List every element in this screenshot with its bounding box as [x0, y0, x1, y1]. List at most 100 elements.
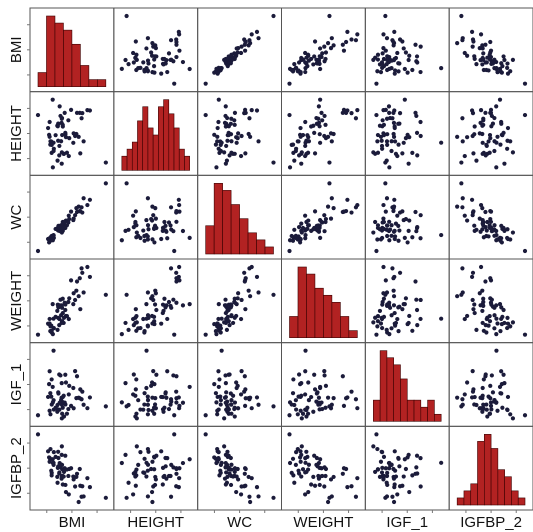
scatter-point [71, 140, 76, 145]
scatter-point [407, 218, 412, 223]
scatter-point [55, 308, 60, 314]
histogram-bar [413, 399, 422, 422]
scatter-point [123, 320, 128, 326]
scatter-point [63, 372, 68, 377]
histogram-bar [184, 155, 190, 171]
scatter-point [414, 453, 420, 458]
scatter-point [51, 450, 56, 455]
scatter-point [316, 104, 321, 109]
scatter-point [328, 131, 334, 136]
scatter-point [142, 470, 147, 475]
scatter-point [305, 454, 310, 460]
panel-height-vs-weight [281, 91, 366, 176]
scatter-point [133, 393, 138, 398]
scatter-point [469, 108, 475, 113]
scatter-point [402, 97, 407, 102]
scatter-point [492, 313, 497, 318]
scatter-point [340, 42, 345, 47]
scatter-point [153, 216, 158, 221]
scatter-point [397, 228, 402, 233]
scatter-point [322, 44, 327, 49]
scatter-point [67, 383, 72, 388]
scatter-point [395, 213, 400, 218]
scatter-point [144, 217, 149, 223]
scatter-point [495, 69, 500, 75]
scatter-point [142, 329, 147, 334]
scatter-point [328, 216, 334, 221]
scatter-point [488, 396, 493, 401]
scatter-point [248, 134, 253, 139]
scatter-point [375, 69, 380, 74]
scatter-point [150, 237, 155, 242]
scatter-point [134, 52, 139, 57]
scatter-point [381, 32, 386, 37]
scatter-point [57, 471, 62, 476]
scatter-point [56, 121, 61, 126]
scatter-point [484, 142, 489, 147]
scatter-point [353, 38, 359, 43]
scatter-point [242, 270, 247, 275]
scatter-point [71, 291, 76, 296]
scatter-point [176, 197, 181, 202]
scatter-point [381, 296, 387, 301]
scatter-point [500, 405, 505, 410]
scatter-point [305, 150, 311, 155]
scatter-point [123, 57, 128, 63]
scatter-point [480, 393, 485, 398]
histogram-bar [205, 225, 215, 255]
scatter-point [481, 296, 486, 301]
scatter-point [287, 413, 292, 418]
scatter-point [320, 473, 325, 479]
scatter-point [492, 139, 497, 144]
scatter-point [249, 476, 254, 481]
scatter-point [303, 492, 308, 497]
scatter-point [223, 460, 228, 466]
scatter-point [81, 402, 86, 407]
scatter-point [494, 316, 499, 321]
scatter-point [134, 444, 139, 449]
scatter-point [171, 373, 176, 378]
scatter-point [163, 391, 168, 396]
histogram-bar [297, 266, 307, 338]
scatter-point [303, 348, 308, 353]
histogram-bar [490, 448, 499, 506]
scatter-point [141, 60, 146, 65]
scatter-point [55, 409, 60, 414]
scatter-point [218, 402, 223, 407]
scatter-point [222, 320, 227, 325]
scatter-point [455, 40, 460, 46]
scatter-point [243, 466, 248, 472]
scatter-point [145, 58, 151, 63]
scatter-point [374, 112, 379, 118]
scatter-point [303, 460, 308, 465]
scatter-point [322, 133, 327, 139]
scatter-point [392, 310, 397, 316]
scatter-point [331, 395, 336, 401]
scatter-point [222, 150, 227, 155]
scatter-point [59, 452, 64, 457]
scatter-point [483, 225, 488, 230]
scatter-point [387, 66, 392, 71]
scatter-point [293, 65, 298, 71]
panel-wc-vs-height [113, 174, 199, 260]
scatter-point [238, 392, 244, 397]
scatter-point [390, 266, 395, 271]
scatter-point [484, 402, 489, 407]
scatter-point [145, 412, 150, 417]
scatter-point [168, 494, 174, 499]
scatter-point [375, 139, 380, 144]
scatter-point [243, 39, 248, 45]
scatter-point [256, 139, 261, 144]
scatter-point [459, 292, 464, 297]
scatter-point [494, 165, 499, 170]
scatter-point [63, 225, 68, 231]
scatter-point [57, 460, 62, 466]
scatter-point [478, 108, 484, 113]
scatter-point [389, 233, 394, 238]
scatter-point [56, 315, 61, 320]
scatter-point [395, 50, 400, 56]
scatter-point [300, 57, 306, 62]
scatter-point [289, 233, 294, 239]
scatter-point [66, 299, 71, 305]
scatter-point [71, 131, 76, 136]
